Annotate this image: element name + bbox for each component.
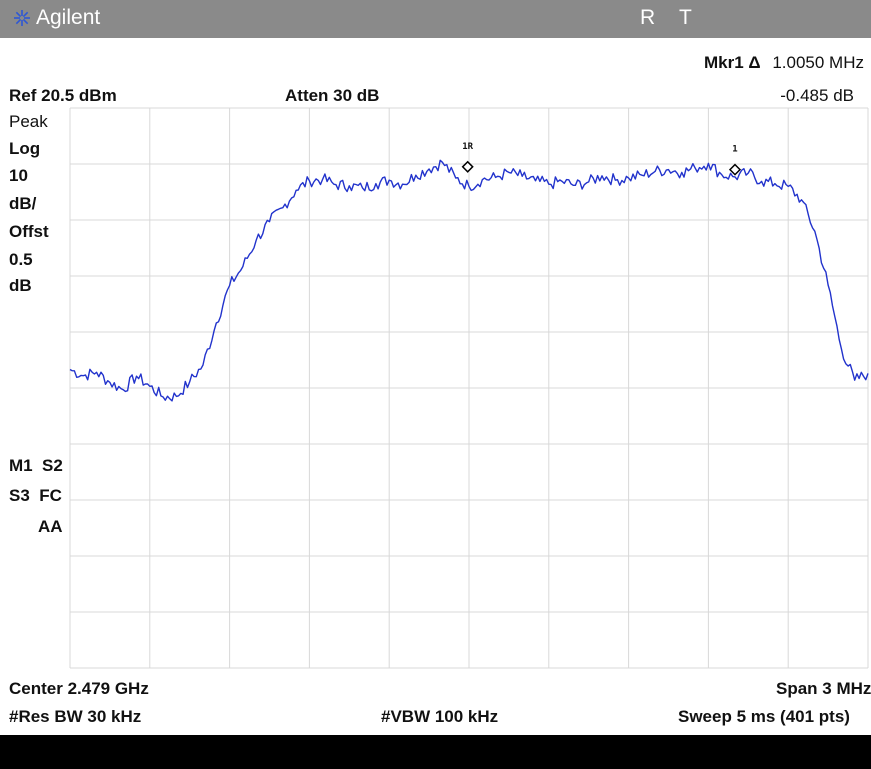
span: Span 3 MHz	[776, 679, 871, 698]
marker-level: -0.485 dB	[780, 86, 854, 105]
center-frequency: Center 2.479 GHz	[9, 679, 149, 698]
marker-1r-label: 1R	[462, 142, 473, 152]
indicator-r: R	[640, 6, 656, 29]
detector-mode: Peak	[9, 112, 48, 131]
offset-value: 0.5	[9, 250, 33, 269]
sweep-info: Sweep 5 ms (401 pts)	[678, 707, 850, 726]
marker-1-label: 1	[732, 145, 737, 155]
agilent-logo-icon	[14, 10, 30, 26]
scale-type: Log	[9, 139, 41, 158]
offset-unit: dB	[9, 276, 32, 295]
marker-layer: 1R 1	[461, 142, 742, 176]
title-bar: Agilent R T	[0, 0, 871, 38]
status-row-2: S3 FC	[9, 486, 62, 505]
attenuation: Atten 30 dB	[285, 86, 380, 105]
indicator-t: T	[679, 6, 692, 29]
marker-frequency: 1.0050 MHz	[772, 53, 864, 72]
brand-name: Agilent	[36, 6, 101, 29]
reference-level: Ref 20.5 dBm	[9, 86, 117, 105]
video-bandwidth: #VBW 100 kHz	[381, 707, 499, 726]
graticule	[69, 107, 869, 669]
scale-value: 10	[9, 166, 28, 185]
scale-unit: dB/	[9, 194, 37, 213]
status-row-1: M1 S2	[9, 456, 63, 475]
marker-1r-diamond	[461, 160, 474, 173]
spectrum-trace	[69, 159, 869, 402]
marker-1-diamond	[728, 163, 742, 176]
resolution-bandwidth: #Res BW 30 kHz	[9, 707, 142, 726]
status-row-3: AA	[38, 517, 63, 536]
marker-label: Mkr1 Δ	[704, 53, 761, 72]
offset-label: Offst	[9, 222, 49, 241]
softkey-bar	[0, 735, 871, 769]
